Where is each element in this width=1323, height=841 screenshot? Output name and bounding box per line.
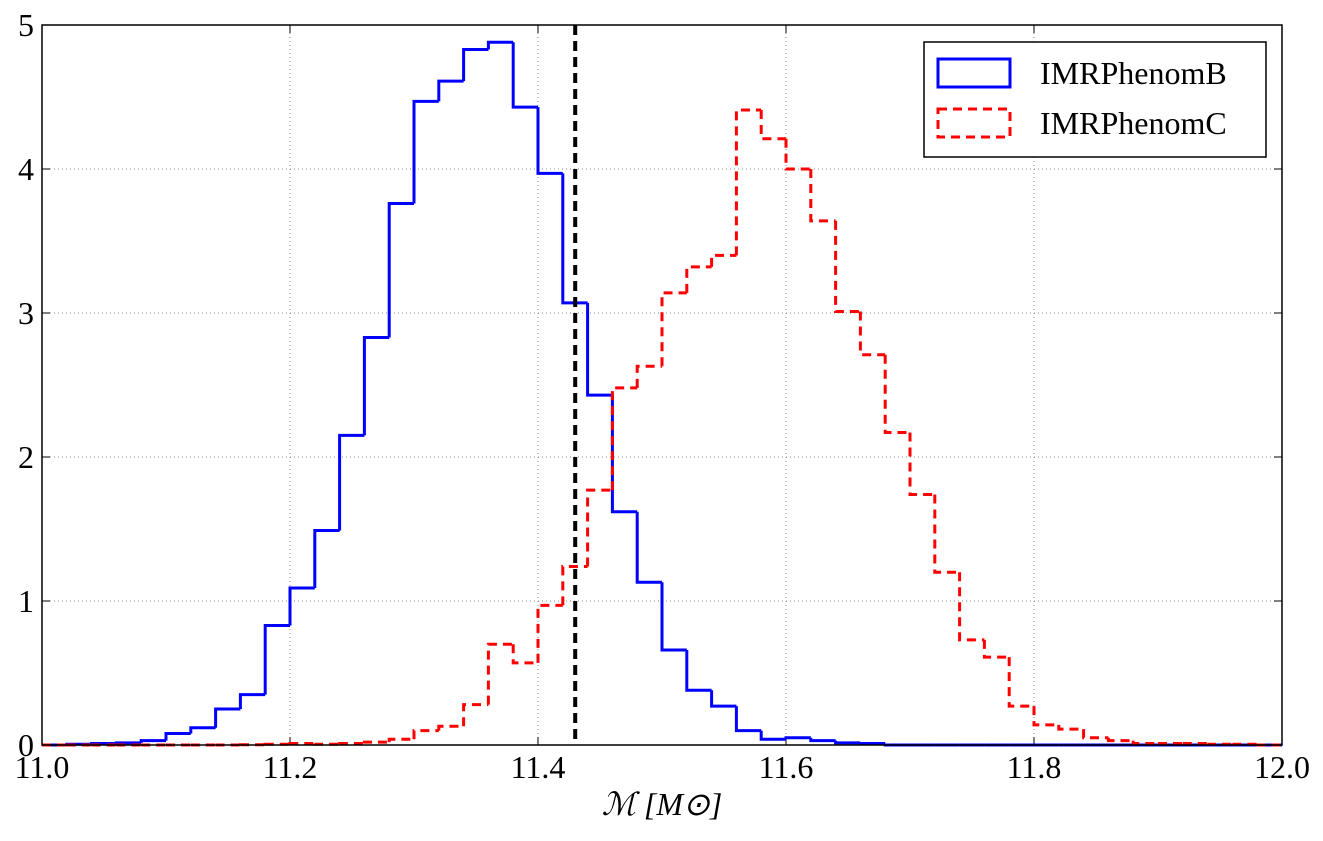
- histogram-step: [389, 739, 414, 742]
- histogram-step: [612, 388, 637, 490]
- histogram-step: [612, 395, 637, 512]
- histogram-step: [216, 709, 241, 728]
- histogram-step: [265, 625, 290, 694]
- histogram-step: [736, 110, 761, 255]
- histogram-step: [439, 81, 464, 101]
- histogram-step: [191, 728, 216, 734]
- histogram-step: [662, 582, 687, 650]
- histogram-step: [588, 490, 613, 566]
- histogram-step: [414, 101, 439, 203]
- histogram-step: [389, 204, 414, 338]
- histogram-step: [687, 267, 712, 293]
- histogram-step: [513, 644, 538, 663]
- histogram-step: [290, 588, 315, 625]
- y-tick-label: 4: [18, 151, 34, 187]
- histogram-step: [488, 42, 513, 49]
- legend-label: IMRPhenomC: [1040, 105, 1227, 141]
- legend-label: IMRPhenomB: [1040, 55, 1227, 91]
- histogram-step: [315, 530, 340, 588]
- histogram-step: [315, 744, 340, 745]
- x-tick-label: 11.2: [263, 749, 318, 785]
- histogram-step: [464, 49, 489, 81]
- histogram-step: [141, 741, 166, 743]
- x-tick-label: 11.6: [759, 749, 814, 785]
- histogram-step: [885, 355, 910, 433]
- histogram-step: [662, 293, 687, 366]
- histogram-step: [836, 221, 861, 312]
- histogram-step: [240, 695, 265, 709]
- histogram-step: [439, 726, 464, 730]
- histogram-step: [513, 42, 538, 107]
- histogram-step: [538, 605, 563, 663]
- histogram-step: [811, 169, 836, 221]
- x-tick-label: 11.8: [1007, 749, 1062, 785]
- histogram-step: [1108, 738, 1133, 741]
- histogram-step: [364, 742, 389, 743]
- histogram-step: [1084, 729, 1109, 738]
- histogram-step: [414, 731, 439, 740]
- y-tick-label: 5: [18, 7, 34, 43]
- x-tick-label: 12.0: [1254, 749, 1310, 785]
- histogram-step: [712, 255, 737, 267]
- histogram-step: [984, 640, 1009, 657]
- histogram-step: [637, 366, 662, 388]
- histogram-step: [687, 650, 712, 690]
- histogram-step: [1059, 725, 1084, 729]
- histogram-step: [761, 110, 786, 139]
- histogram-step: [736, 706, 761, 730]
- histogram-step: [786, 139, 811, 169]
- histogram-step: [1034, 706, 1059, 725]
- histogram-step: [811, 738, 836, 741]
- y-tick-label: 3: [18, 295, 34, 331]
- histogram-step: [340, 435, 365, 530]
- histogram-step: [761, 731, 786, 740]
- histogram-step: [637, 512, 662, 583]
- histogram-step: [1009, 657, 1034, 706]
- histogram-step: [464, 705, 489, 727]
- y-tick-label: 2: [18, 439, 34, 475]
- histogram-step: [588, 303, 613, 395]
- histogram-step: [290, 744, 315, 745]
- histogram-step: [860, 743, 885, 744]
- histogram-step: [836, 741, 861, 743]
- x-tick-label: 11.4: [511, 749, 566, 785]
- histogram-step: [116, 743, 141, 744]
- x-axis-label: ℳ [M⊙]: [602, 786, 723, 822]
- histogram-step: [364, 337, 389, 435]
- histogram-step: [786, 738, 811, 739]
- x-tick-label: 11.0: [15, 749, 70, 785]
- histogram-step: [910, 433, 935, 495]
- histogram-step: [712, 690, 737, 706]
- histogram-step: [340, 744, 365, 745]
- histogram-step: [960, 572, 985, 640]
- histogram-step: [166, 733, 191, 740]
- histogram-step: [1133, 741, 1158, 744]
- histogram-step: [935, 494, 960, 572]
- histogram-step: [538, 107, 563, 173]
- y-tick-label: 1: [18, 583, 34, 619]
- histogram-step: [488, 644, 513, 704]
- histogram-step: [860, 312, 885, 355]
